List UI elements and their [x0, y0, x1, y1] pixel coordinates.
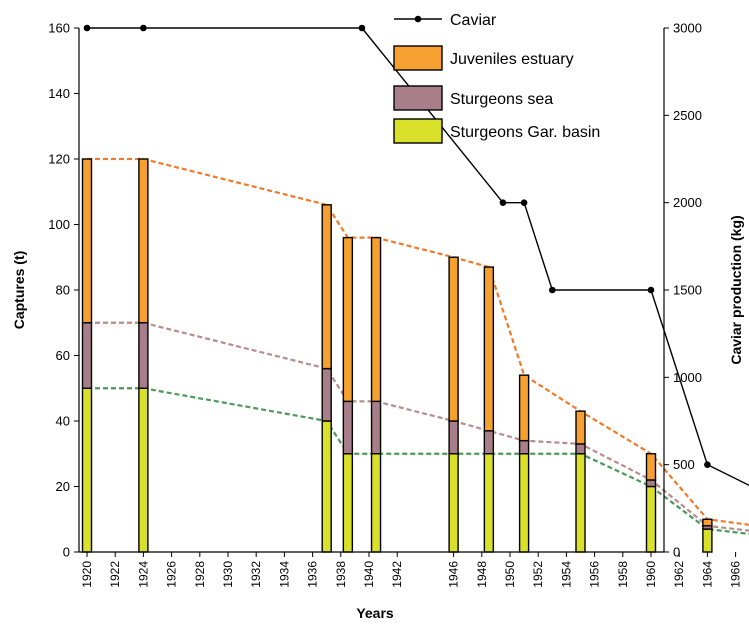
x-tick-label: 1966 [729, 561, 743, 588]
bar-segment-sea [81, 322, 93, 389]
y-left-tick-label: 120 [48, 152, 70, 167]
bar-segment-garbasin [483, 453, 495, 553]
caviar-point [83, 24, 91, 32]
y-left-tick-label: 60 [56, 348, 70, 363]
x-tick-label: 1960 [644, 561, 658, 588]
x-tick-label: 1962 [672, 561, 686, 588]
x-tick-label: 1952 [531, 561, 545, 588]
bar-segment-estuary [645, 453, 657, 481]
x-tick-label: 1958 [616, 561, 630, 588]
bar-segment-sea [483, 430, 495, 455]
bar-segment-garbasin [138, 387, 149, 553]
y-left-tick-label: 160 [48, 21, 70, 36]
axes: 0 20 40 60 80 100 120 140 160 0 500 1000 1500 2000 250… [48, 21, 743, 588]
y-left-tick-label: 140 [48, 86, 70, 101]
y-axis-left-title: Captures (t) [11, 251, 27, 330]
y-right-tick-label: 1000 [673, 370, 702, 385]
bar-segment-garbasin [321, 420, 332, 553]
y-right-tick-label: 3000 [673, 21, 702, 36]
y-axis-right-title: Caviar production (kg) [728, 215, 744, 364]
bar-segment-sea [321, 367, 332, 422]
legend-swatch-sturgeons-sea [393, 85, 443, 111]
x-tick-label: 1964 [700, 561, 714, 588]
bar-segment-sea [575, 443, 586, 455]
x-tick-label: 1926 [165, 561, 179, 588]
legend-label-sturgeons-garbasin: Sturgeons Gar. basin [450, 124, 600, 141]
y-right-tick-label: 0 [673, 545, 680, 560]
caviar-series [83, 24, 749, 487]
x-tick-label: 1922 [108, 561, 122, 588]
legend-swatch-sturgeons-garbasin [393, 118, 443, 144]
legend-caviar-marker [414, 15, 422, 23]
y-right-tick-label: 1500 [673, 283, 702, 298]
x-tick-label: 1946 [447, 561, 461, 588]
y-left-tick-label: 100 [48, 217, 70, 232]
legend-label-caviar: Caviar [450, 12, 497, 29]
x-tick-label: 1948 [475, 561, 489, 588]
bar-segment-garbasin [81, 387, 93, 553]
bar-segment-estuary [575, 410, 586, 445]
x-tick-label: 1934 [277, 561, 291, 588]
x-tick-label: 1932 [249, 561, 263, 588]
caviar-point [140, 24, 147, 32]
bar-segment-garbasin [342, 453, 354, 553]
x-tick-label: 1950 [503, 561, 517, 588]
y-left-tick-label: 80 [56, 283, 70, 298]
caviar-point [647, 286, 655, 294]
bar-segment-sea [370, 400, 382, 455]
x-tick-label: 1956 [588, 561, 602, 588]
bar-segment-sea [342, 400, 354, 455]
bar-segment-sea [518, 439, 530, 455]
bar-segment-estuary [370, 236, 382, 403]
x-tick-label: 1920 [80, 561, 94, 588]
x-tick-label: 1938 [334, 561, 348, 588]
bar-segment-garbasin [518, 453, 530, 553]
bar-segment-estuary [138, 158, 149, 324]
bar-segment-estuary [321, 204, 332, 370]
caviar-point [499, 199, 507, 206]
bar-segment-garbasin [702, 528, 713, 553]
bar-segment-sea [645, 479, 657, 488]
x-tick-label: 1924 [136, 561, 150, 588]
bar-segment-estuary [702, 518, 713, 527]
caviar-point [704, 461, 711, 468]
bar-segment-estuary [483, 266, 495, 432]
legend-label-sturgeons-sea: Sturgeons sea [450, 91, 553, 108]
bar-segment-estuary [342, 236, 354, 403]
legend-swatch-juveniles-estuary [393, 45, 443, 71]
y-left-tick-label: 40 [56, 414, 70, 429]
y-right-tick-label: 500 [673, 457, 695, 472]
bar-segment-garbasin [645, 485, 657, 553]
bar-segment-sea [138, 322, 149, 389]
x-tick-label: 1930 [221, 561, 235, 588]
x-axis-title: Years [356, 605, 394, 621]
bar-segment-garbasin [448, 453, 459, 553]
caviar-point [358, 24, 366, 32]
bar-segment-estuary [81, 158, 93, 324]
x-tick-label: 1942 [390, 561, 404, 588]
x-tick-label: 1954 [559, 561, 573, 588]
bar-segment-estuary [448, 256, 459, 422]
bar-segment-garbasin [370, 453, 382, 553]
x-tick-label: 1940 [362, 561, 376, 588]
y-right-tick-label: 2000 [673, 195, 702, 210]
stacked-bars [81, 158, 713, 553]
caviar-line [87, 27, 749, 487]
x-tick-label: 1936 [306, 561, 320, 588]
y-right-tick-label: 2500 [673, 108, 702, 123]
bar-segment-garbasin [575, 453, 586, 553]
caviar-point [520, 199, 528, 206]
bar-segment-estuary [518, 374, 530, 442]
y-left-tick-label: 20 [56, 479, 70, 494]
y-left-tick-label: 0 [63, 545, 70, 560]
legend: Caviar Juveniles estuary Sturgeons sea Stur… [393, 12, 600, 144]
bar-segment-sea [448, 420, 459, 455]
x-tick-label: 1928 [193, 561, 207, 588]
caviar-point [549, 286, 556, 294]
legend-label-juveniles-estuary: Juveniles estuary [450, 51, 574, 68]
